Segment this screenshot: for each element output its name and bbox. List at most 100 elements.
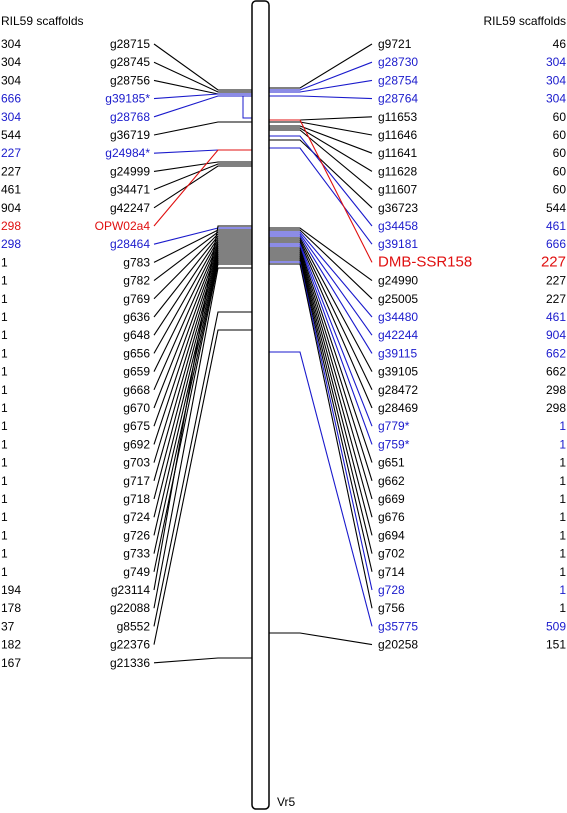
right-scaffold-value: 1 [559,456,566,470]
right-marker-name: g702 [378,547,405,561]
left-marker-name: g659 [123,365,150,379]
right-connector-line [269,139,373,209]
right-scaffold-value: 1 [559,601,566,615]
right-marker-name: g728 [378,583,405,597]
left-marker-row: 1 g718 [1,492,150,506]
left-marker-row: 1 g769 [1,292,150,306]
left-scaffold-value: 1 [1,510,8,524]
right-marker-row: g702 1 [378,547,566,561]
left-marker-row: 1 g659 [1,365,150,379]
left-connector-line [153,93,252,100]
left-marker-name: g656 [123,346,150,360]
right-marker-name: g34480 [378,310,418,324]
right-marker-row: g24990 227 [378,274,566,288]
left-scaffold-value: 1 [1,419,8,433]
left-header: RIL59 scaffolds [1,14,84,28]
left-marker-row: 1 g783 [1,255,150,269]
left-marker-row: 178 g22088 [1,601,150,615]
right-marker-row: g9721 46 [378,37,566,51]
right-scaffold-value: 666 [546,237,566,251]
left-scaffold-value: 1 [1,274,8,288]
right-marker-row: g11641 60 [378,146,566,160]
right-marker-row: g39105 662 [378,365,566,379]
left-marker-row: 1 g656 [1,346,150,360]
left-scaffold-value: 298 [1,219,21,233]
left-scaffold-value: 1 [1,328,8,342]
left-marker-name: g22376 [110,638,150,652]
right-scaffold-value: 298 [546,383,566,397]
right-marker-name: g39181 [378,237,418,251]
right-connector-line [269,251,373,500]
right-marker-name: DMB-SSR158 [378,253,472,270]
left-scaffold-value: 1 [1,346,8,360]
right-marker-name: g662 [378,474,405,488]
left-marker-row: 1 g717 [1,474,150,488]
left-scaffold-value: 1 [1,365,8,379]
right-scaffold-value: 304 [546,92,566,106]
right-marker-name: g24990 [378,274,418,288]
right-scaffold-value: 60 [553,164,567,178]
right-connector-line [269,79,373,93]
left-connector-line [153,261,252,554]
right-marker-row: g756 1 [378,601,566,615]
right-connector-line [269,243,373,427]
left-marker-name: g724 [123,510,150,524]
left-connector-line [153,245,252,409]
chromosome-bar [251,0,270,810]
right-marker-name: g694 [378,528,405,542]
right-marker-row: g25005 227 [378,292,566,306]
left-marker-row: 37 g8552 [1,619,150,633]
left-scaffold-value: 227 [1,146,21,160]
right-marker-name: g39105 [378,365,418,379]
left-marker-name: g24999 [110,164,150,178]
left-marker-name: g39185* [105,92,150,106]
right-marker-row: g39181 666 [378,237,566,251]
left-marker-row: 304 g28745 [1,55,150,69]
left-connector-line [153,121,252,136]
right-scaffold-value: 544 [546,201,566,215]
left-scaffold-value: 194 [1,583,21,597]
left-marker-row: 304 g28715 [1,37,150,51]
right-connector-line [269,61,373,91]
left-connector-line [153,249,252,445]
left-marker-row: 1 g692 [1,437,150,451]
left-connector-line [153,657,252,664]
right-connector-line [269,229,373,300]
left-connector-line [153,233,252,300]
right-connector-line [269,245,373,445]
right-marker-name: g34458 [378,219,418,233]
right-scaffold-value: 461 [546,310,566,324]
right-marker-row: g42244 904 [378,328,566,342]
left-connector-line [153,225,252,591]
left-marker-name: g718 [123,492,150,506]
left-connector-line [153,243,252,391]
right-scaffold-value: 60 [553,110,567,124]
right-marker-row: g36723 544 [378,201,566,215]
right-marker-row: g35775 509 [378,619,566,633]
right-scaffold-value: 1 [559,419,566,433]
left-connector-line [153,61,252,93]
connector-lines [153,43,373,664]
right-marker-name: g779* [378,419,410,433]
left-connector-line [153,311,252,627]
left-connector-line [153,165,252,209]
right-scaffold-value: 509 [546,619,566,633]
left-marker-name: g692 [123,437,150,451]
right-scaffold-value: 227 [541,253,566,270]
left-marker-row: 1 g648 [1,328,150,342]
left-marker-row: 1 g703 [1,456,150,470]
left-marker-row: 167 g21336 [1,656,150,670]
right-connector-line [269,351,373,627]
right-connector-line [269,231,373,318]
right-marker-row: g759* 1 [378,437,566,451]
right-scaffold-value: 461 [546,219,566,233]
right-scaffold-value: 662 [546,346,566,360]
left-connector-line [153,251,252,463]
right-connector-line [269,241,373,409]
left-connector-line [153,161,252,172]
right-scaffold-value: 60 [553,183,567,197]
left-marker-row: 1 g675 [1,419,150,433]
right-marker-name: g714 [378,565,405,579]
right-scaffold-value: 60 [553,146,567,160]
left-connector-line [153,163,252,191]
